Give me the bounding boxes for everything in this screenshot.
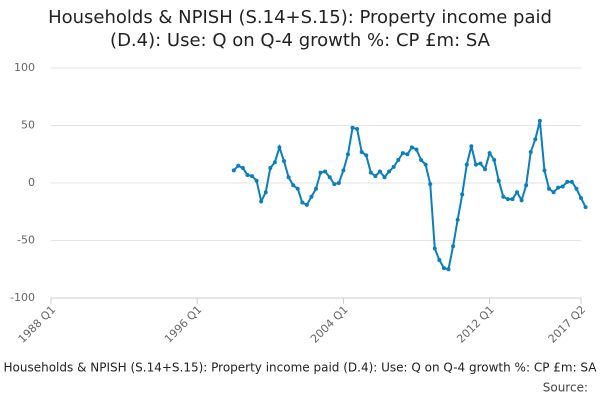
point xyxy=(245,172,250,177)
point xyxy=(505,197,510,202)
point xyxy=(391,164,396,169)
point xyxy=(492,158,497,162)
point xyxy=(414,147,419,152)
point xyxy=(510,197,515,202)
point xyxy=(409,145,414,150)
point xyxy=(327,175,332,180)
x-tick-label: 1988 Q1 xyxy=(16,303,59,346)
point xyxy=(345,152,350,157)
point xyxy=(441,266,446,271)
point xyxy=(250,174,255,179)
y-tick-label: 50 xyxy=(21,119,35,132)
point xyxy=(368,170,373,175)
point xyxy=(300,200,305,205)
point xyxy=(496,178,501,183)
x-tick-label: 2004 Q1 xyxy=(308,303,351,346)
point xyxy=(295,186,300,191)
point xyxy=(263,190,268,195)
point xyxy=(556,185,561,190)
y-tick-label: -50 xyxy=(17,234,35,247)
point xyxy=(469,144,474,149)
point xyxy=(551,190,556,195)
x-tick-label: 1996 Q1 xyxy=(162,303,205,346)
x-tick-label: 2017 Q2 xyxy=(546,303,589,346)
point xyxy=(291,183,296,188)
point xyxy=(236,163,241,168)
point xyxy=(377,169,382,174)
point xyxy=(254,178,259,183)
point xyxy=(373,174,378,179)
point xyxy=(240,166,245,171)
point xyxy=(483,167,488,172)
point xyxy=(259,199,264,204)
caption: Households & NPISH (S.14+S.15): Property… xyxy=(4,361,598,375)
point xyxy=(277,145,282,150)
point xyxy=(560,184,565,189)
point xyxy=(419,158,424,162)
point xyxy=(428,182,433,187)
point xyxy=(515,190,520,195)
point xyxy=(268,166,273,171)
point xyxy=(341,168,346,173)
point xyxy=(451,244,456,249)
point xyxy=(304,202,309,207)
point xyxy=(460,192,465,197)
chart-title: Households & NPISH (S.14+S.15): Property… xyxy=(48,7,552,51)
point xyxy=(565,179,570,184)
point xyxy=(464,162,469,167)
y-tick-label: 100 xyxy=(14,61,35,74)
x-tick-label: 2012 Q1 xyxy=(454,303,497,346)
point xyxy=(382,175,387,180)
point xyxy=(400,151,405,156)
point xyxy=(542,168,547,173)
point xyxy=(501,194,506,199)
point xyxy=(478,161,483,166)
point xyxy=(318,170,323,175)
point xyxy=(272,160,277,165)
point xyxy=(355,126,360,131)
point xyxy=(432,246,437,251)
point xyxy=(336,181,341,185)
point xyxy=(286,175,291,180)
point xyxy=(583,205,588,210)
point xyxy=(487,151,492,156)
point xyxy=(309,194,314,199)
point xyxy=(282,159,287,164)
point xyxy=(359,149,364,154)
point xyxy=(579,195,583,200)
point xyxy=(364,153,369,158)
point xyxy=(323,169,328,174)
point xyxy=(387,169,392,174)
point xyxy=(446,267,451,272)
point xyxy=(405,152,410,157)
point xyxy=(537,118,542,123)
point xyxy=(437,258,442,263)
point xyxy=(528,149,533,154)
point xyxy=(569,179,574,184)
point xyxy=(547,186,552,191)
point xyxy=(314,186,318,191)
y-tick-label: -100 xyxy=(10,291,35,304)
point xyxy=(455,217,460,222)
point xyxy=(519,198,524,203)
point xyxy=(350,125,355,130)
point xyxy=(524,183,529,188)
point xyxy=(533,137,538,142)
point xyxy=(396,158,401,162)
point xyxy=(574,186,579,191)
point xyxy=(231,168,236,173)
point xyxy=(423,162,428,167)
point xyxy=(332,182,337,187)
series-line xyxy=(233,120,587,271)
y-tick-label: 0 xyxy=(28,176,35,189)
point xyxy=(473,162,478,167)
source-label: Source: xyxy=(543,381,588,395)
